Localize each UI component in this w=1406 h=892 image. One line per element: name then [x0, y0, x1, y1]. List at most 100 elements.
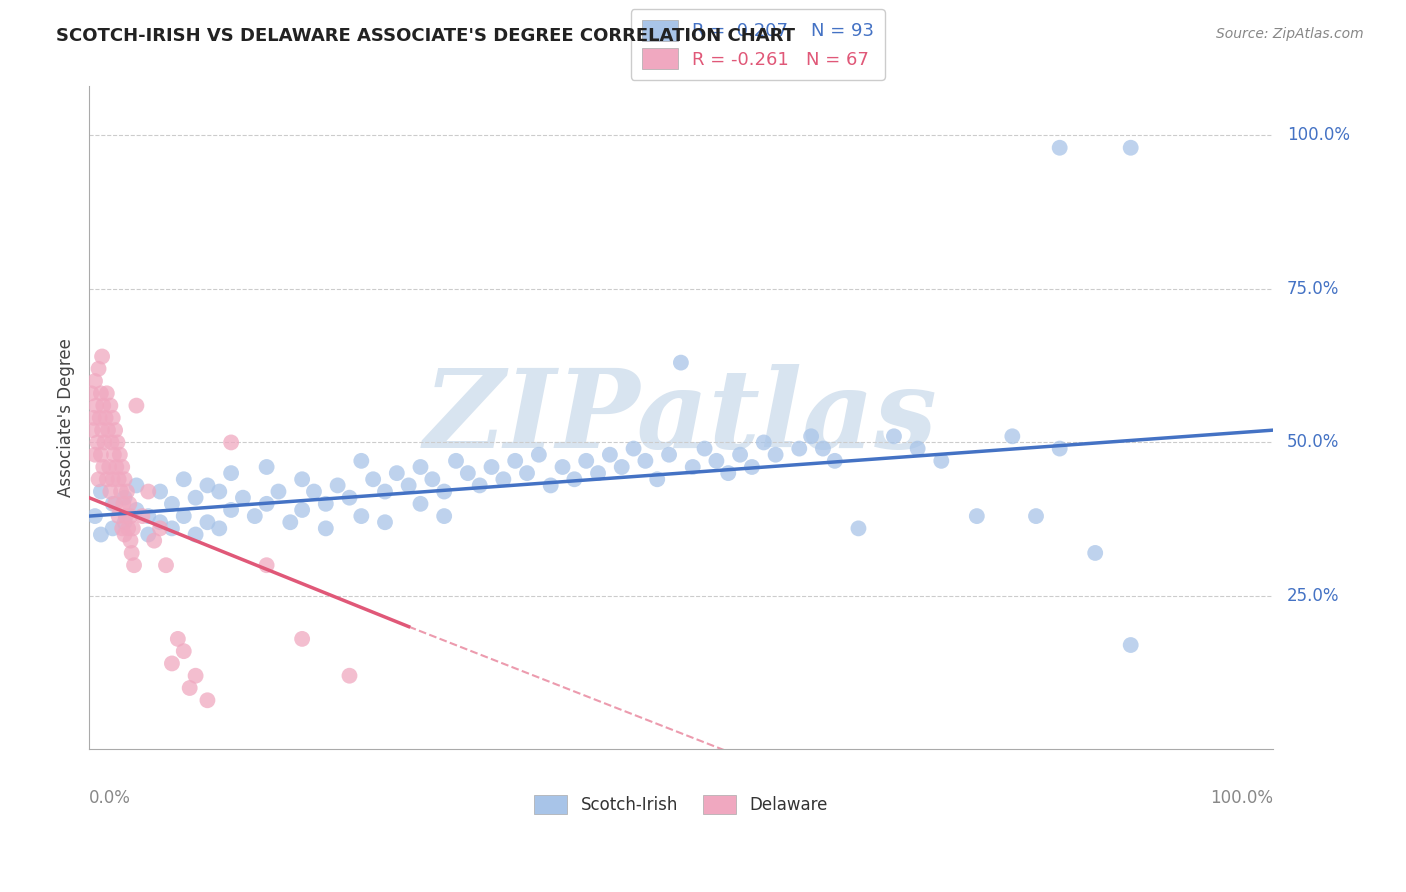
Scotch-Irish	[457, 466, 479, 480]
Scotch-Irish	[90, 527, 112, 541]
Scotch-Irish	[433, 509, 456, 524]
Delaware	[90, 386, 112, 401]
Text: SCOTCH-IRISH VS DELAWARE ASSOCIATE'S DEGREE CORRELATION CHART: SCOTCH-IRISH VS DELAWARE ASSOCIATE'S DEG…	[56, 27, 796, 45]
Scotch-Irish	[765, 448, 787, 462]
Scotch-Irish	[291, 472, 314, 486]
Delaware	[118, 497, 141, 511]
Scotch-Irish	[361, 472, 384, 486]
Delaware	[184, 669, 207, 683]
Scotch-Irish	[219, 503, 242, 517]
Delaware	[86, 435, 108, 450]
Scotch-Irish	[339, 491, 361, 505]
Delaware	[104, 423, 127, 437]
Scotch-Irish	[503, 454, 526, 468]
Scotch-Irish	[398, 478, 420, 492]
Scotch-Irish	[966, 509, 988, 524]
Delaware	[87, 361, 110, 376]
Scotch-Irish	[149, 515, 172, 529]
Delaware	[149, 521, 172, 535]
Scotch-Irish	[219, 466, 242, 480]
Scotch-Irish	[232, 491, 254, 505]
Scotch-Irish	[516, 466, 538, 480]
Scotch-Irish	[409, 497, 432, 511]
Text: 100.0%: 100.0%	[1209, 789, 1272, 807]
Scotch-Irish	[291, 503, 314, 517]
Scotch-Irish	[468, 478, 491, 492]
Y-axis label: Associate's Degree: Associate's Degree	[58, 338, 75, 498]
Delaware	[96, 386, 118, 401]
Scotch-Irish	[125, 503, 148, 517]
Delaware	[143, 533, 166, 548]
Delaware	[114, 472, 136, 486]
Scotch-Irish	[350, 454, 373, 468]
Scotch-Irish	[84, 509, 107, 524]
Scotch-Irish	[1001, 429, 1024, 443]
Scotch-Irish	[208, 521, 231, 535]
Scotch-Irish	[599, 448, 621, 462]
Scotch-Irish	[527, 448, 550, 462]
Delaware	[291, 632, 314, 646]
Delaware	[93, 435, 115, 450]
Scotch-Irish	[706, 454, 728, 468]
Delaware	[100, 484, 122, 499]
Delaware	[136, 484, 159, 499]
Delaware	[107, 472, 129, 486]
Scotch-Irish	[741, 460, 763, 475]
Legend: Scotch-Irish, Delaware: Scotch-Irish, Delaware	[527, 788, 835, 821]
Scotch-Irish	[682, 460, 704, 475]
Scotch-Irish	[374, 515, 396, 529]
Delaware	[103, 448, 125, 462]
Delaware	[91, 423, 114, 437]
Text: 25.0%: 25.0%	[1286, 587, 1340, 605]
Scotch-Irish	[243, 509, 266, 524]
Delaware	[84, 374, 107, 388]
Scotch-Irish	[551, 460, 574, 475]
Scotch-Irish	[433, 484, 456, 499]
Delaware	[96, 472, 118, 486]
Scotch-Irish	[184, 527, 207, 541]
Scotch-Irish	[610, 460, 633, 475]
Delaware	[117, 521, 139, 535]
Scotch-Irish	[256, 460, 278, 475]
Delaware	[114, 527, 136, 541]
Scotch-Irish	[1049, 442, 1071, 456]
Scotch-Irish	[634, 454, 657, 468]
Scotch-Irish	[326, 478, 349, 492]
Scotch-Irish	[1119, 638, 1142, 652]
Delaware	[121, 521, 143, 535]
Text: 0.0%: 0.0%	[89, 789, 131, 807]
Delaware	[82, 423, 104, 437]
Scotch-Irish	[267, 484, 290, 499]
Scotch-Irish	[728, 448, 751, 462]
Delaware	[105, 460, 128, 475]
Delaware	[110, 484, 132, 499]
Delaware	[173, 644, 195, 658]
Scotch-Irish	[575, 454, 598, 468]
Delaware	[108, 448, 131, 462]
Scotch-Irish	[717, 466, 740, 480]
Delaware	[107, 509, 129, 524]
Scotch-Irish	[907, 442, 929, 456]
Scotch-Irish	[160, 497, 183, 511]
Scotch-Irish	[1084, 546, 1107, 560]
Scotch-Irish	[101, 521, 124, 535]
Delaware	[91, 350, 114, 364]
Scotch-Irish	[114, 515, 136, 529]
Scotch-Irish	[1025, 509, 1047, 524]
Scotch-Irish	[374, 484, 396, 499]
Scotch-Irish	[149, 484, 172, 499]
Text: 75.0%: 75.0%	[1286, 280, 1340, 298]
Scotch-Irish	[669, 356, 692, 370]
Delaware	[91, 399, 114, 413]
Delaware	[339, 669, 361, 683]
Delaware	[120, 533, 142, 548]
Scotch-Irish	[302, 484, 325, 499]
Scotch-Irish	[173, 472, 195, 486]
Delaware	[122, 558, 145, 573]
Delaware	[256, 558, 278, 573]
Scotch-Irish	[645, 472, 668, 486]
Delaware	[89, 410, 111, 425]
Scotch-Irish	[125, 478, 148, 492]
Scotch-Irish	[800, 429, 823, 443]
Scotch-Irish	[623, 442, 645, 456]
